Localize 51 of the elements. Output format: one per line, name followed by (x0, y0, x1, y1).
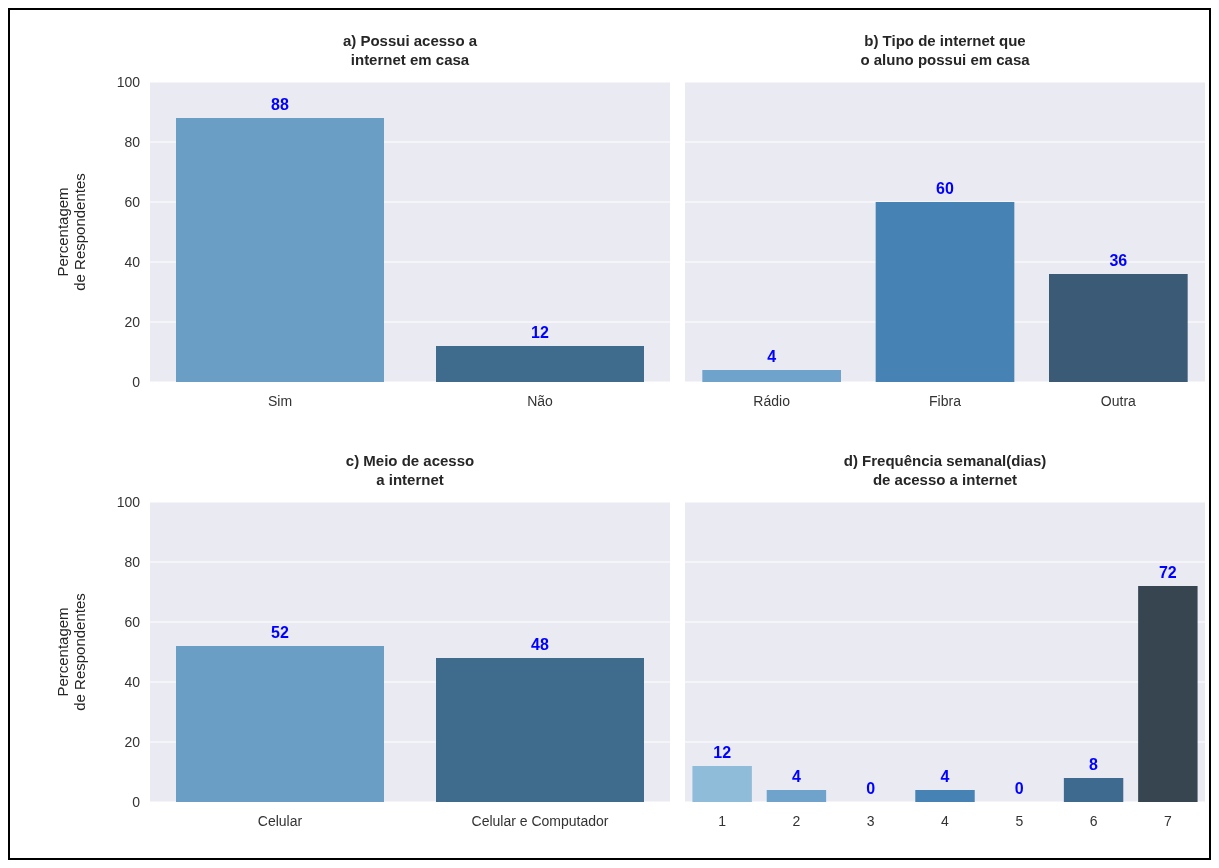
data-label: 48 (531, 636, 549, 653)
y-tick-label: 20 (124, 313, 141, 330)
data-label: 4 (767, 348, 777, 365)
bar (692, 766, 752, 802)
y-axis-title: Percentagem de Respondentes (54, 593, 88, 711)
y-axis-title: Percentagem de Respondentes (54, 173, 88, 291)
bar (1063, 778, 1124, 802)
chart-title: a) Possui acesso a internet em casa (342, 32, 478, 68)
y-tick-label: 40 (124, 253, 141, 270)
x-tick-label: Outra (1100, 393, 1137, 409)
data-label: 72 (1158, 564, 1177, 581)
data-label: 60 (936, 180, 954, 197)
data-label: 52 (271, 624, 289, 641)
y-tick-label: 60 (124, 613, 141, 630)
y-tick-label: 0 (132, 793, 141, 810)
data-label: 12 (531, 324, 549, 341)
data-label: 88 (271, 96, 289, 113)
data-label: 0 (866, 780, 876, 797)
y-tick-label: 40 (124, 673, 141, 690)
y-tick-label: 100 (116, 493, 141, 510)
x-tick-label: Não (527, 393, 554, 409)
data-label: 8 (1089, 756, 1099, 773)
x-tick-label: Sim (267, 393, 293, 409)
x-tick-label: Celular e Computador (471, 813, 609, 829)
chart-title: d) Frequência semanal(dias) de acesso a internet (843, 452, 1047, 488)
data-label: 4 (791, 768, 801, 785)
y-tick-label: 80 (124, 553, 141, 570)
x-tick-label: Celular (257, 813, 303, 829)
bar (766, 790, 827, 802)
bar (915, 790, 975, 802)
data-label: 12 (713, 744, 732, 761)
y-tick-label: 100 (116, 73, 141, 90)
bar (1138, 586, 1198, 802)
data-label: 4 (940, 768, 950, 785)
x-tick-label: Rádio (753, 393, 791, 409)
x-tick-label: 3 (866, 813, 875, 829)
y-tick-label: 60 (124, 193, 141, 210)
chart-title: b) Tipo de internet que o aluno possui em casa (860, 32, 1031, 68)
x-tick-label: 2 (792, 813, 801, 829)
chart-title: c) Meio de acesso a internet (345, 452, 475, 488)
x-tick-label: 5 (1015, 813, 1024, 829)
data-label: 0 (1014, 780, 1024, 797)
data-label: 36 (1109, 252, 1128, 269)
x-tick-label: Fibra (929, 393, 962, 409)
x-tick-label: 4 (941, 813, 950, 829)
x-tick-label: 6 (1089, 813, 1098, 829)
x-tick-label: 7 (1163, 813, 1172, 829)
y-tick-label: 80 (124, 133, 141, 150)
y-tick-label: 0 (132, 373, 141, 390)
x-tick-label: 1 (718, 813, 727, 829)
y-tick-label: 20 (124, 733, 141, 750)
